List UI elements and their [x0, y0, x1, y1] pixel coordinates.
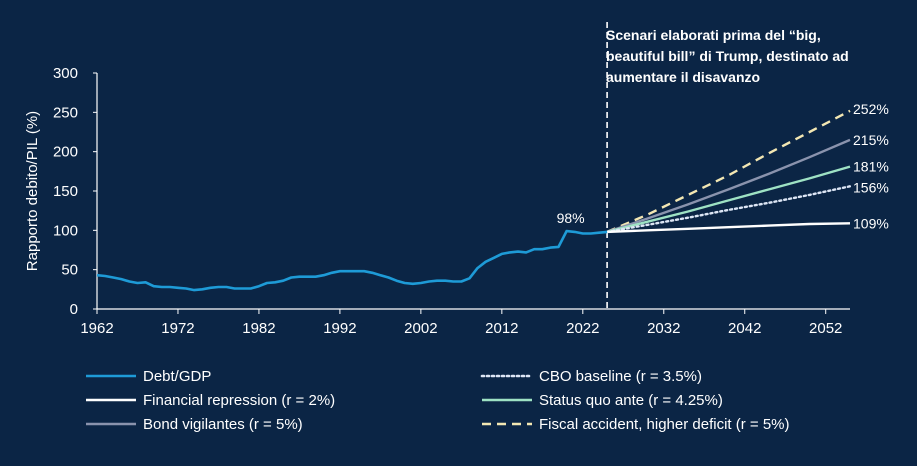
y-tick-label: 50	[61, 262, 78, 279]
annotation-line: Scenari elaborati prima del “big,	[606, 27, 821, 43]
x-tick-label: 2002	[404, 320, 437, 337]
legend-label-statusquo: Status quo ante (r = 4.25%)	[539, 392, 723, 409]
y-axis-title: Rapporto debito/PIL (%)	[24, 111, 41, 271]
legend-label-repression: Financial repression (r = 2%)	[143, 392, 335, 409]
series-lines	[96, 109, 852, 292]
series-line-repression	[607, 222, 851, 234]
end-label-statusquo: 181%	[853, 159, 889, 175]
end-label-cbo: 156%	[853, 179, 889, 195]
annotation-line: aumentare il disavanzo	[606, 69, 760, 85]
legend-label-cbo: CBO baseline (r = 3.5%)	[539, 368, 702, 385]
end-label-fiscal: 252%	[853, 101, 889, 117]
series-end-labels: 252% 215% 181% 156% 109% 98%	[557, 101, 889, 231]
y-tick-label: 300	[53, 65, 78, 82]
y-tick-label: 250	[53, 104, 78, 121]
x-tick-label: 2052	[809, 320, 842, 337]
x-tick-label: 2042	[728, 320, 761, 337]
legend: Debt/GDP CBO baseline (r = 3.5%) Financial…	[86, 368, 790, 433]
y-tick-label: 150	[53, 183, 78, 200]
y-tick-label: 200	[53, 144, 78, 161]
legend-label-vigilantes: Bond vigilantes (r = 5%)	[143, 416, 303, 433]
x-tick-label: 2022	[566, 320, 599, 337]
x-tick-label: 1972	[161, 320, 194, 337]
end-label-repression: 109%	[853, 215, 889, 231]
series-line-fiscal	[606, 109, 851, 234]
x-tick-label: 1962	[80, 320, 113, 337]
x-tick-label: 1992	[323, 320, 356, 337]
y-tick-label: 100	[53, 222, 78, 239]
history-end-label: 98%	[557, 210, 585, 226]
series-line-vigilantes	[606, 138, 851, 234]
series-line-cbo	[605, 185, 852, 234]
legend-label-debt: Debt/GDP	[143, 368, 211, 385]
series-line-statusquo	[606, 165, 851, 234]
y-tick-label: 0	[70, 301, 78, 318]
x-tick-label: 1982	[242, 320, 275, 337]
end-label-vigilantes: 215%	[853, 132, 889, 148]
x-tick-label: 2032	[647, 320, 680, 337]
series-line-debt	[96, 229, 608, 292]
annotation-block: Scenari elaborati prima del “big, beautif…	[606, 27, 849, 85]
legend-label-fiscal: Fiscal accident, higher deficit (r = 5%)	[539, 416, 790, 433]
x-tick-label: 2012	[485, 320, 518, 337]
axes: 0 50 100 150 200 250 300 1962 1972 1982 1992 2002 20…	[24, 22, 850, 337]
annotation-line: beautiful bill” di Trump, destinato ad	[606, 48, 849, 64]
